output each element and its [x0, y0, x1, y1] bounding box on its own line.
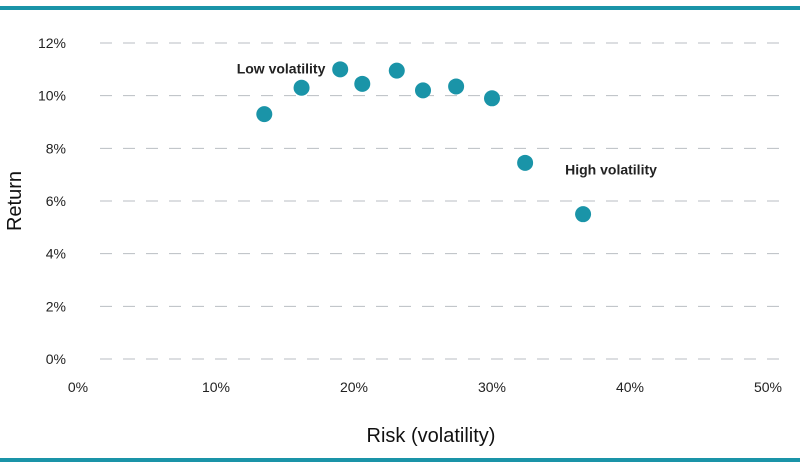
y-tick-label: 2% [46, 298, 66, 314]
data-point [484, 90, 500, 107]
annotations: Low volatility High volatility [237, 60, 657, 177]
x-tick-label: 0% [68, 379, 88, 395]
y-tick-labels: 0% 2% 4% 6% 8% 10% 12% [38, 35, 66, 367]
y-tick-label: 4% [46, 246, 66, 262]
x-tick-label: 30% [478, 379, 506, 395]
data-point [388, 62, 405, 79]
data-point [575, 206, 592, 223]
y-tick-label: 12% [38, 35, 66, 51]
data-point [517, 154, 534, 171]
bottom-rule [0, 458, 800, 462]
y-tick-label: 10% [38, 88, 66, 104]
annotation-label: High volatility [565, 162, 657, 178]
x-axis-title: Risk (volatility) [367, 425, 496, 447]
data-point [354, 75, 371, 92]
y-axis-title: Return [4, 171, 26, 231]
data-point [256, 106, 273, 123]
top-rule [0, 6, 800, 10]
annotation-label: Low volatility [237, 60, 326, 76]
x-tick-label: 20% [340, 379, 368, 395]
data-point [293, 79, 310, 96]
y-tick-label: 0% [46, 351, 66, 367]
data-point [448, 78, 465, 95]
y-tick-label: 8% [46, 140, 66, 156]
data-point [415, 82, 431, 99]
gridlines [100, 42, 790, 360]
x-tick-label: 40% [616, 379, 644, 395]
y-tick-label: 6% [46, 193, 66, 209]
x-tick-labels: 0% 10% 20% 30% 40% 50% [68, 379, 782, 395]
data-point [332, 61, 349, 78]
x-tick-label: 50% [754, 379, 782, 395]
data-points [256, 61, 592, 223]
x-tick-label: 10% [202, 379, 230, 395]
